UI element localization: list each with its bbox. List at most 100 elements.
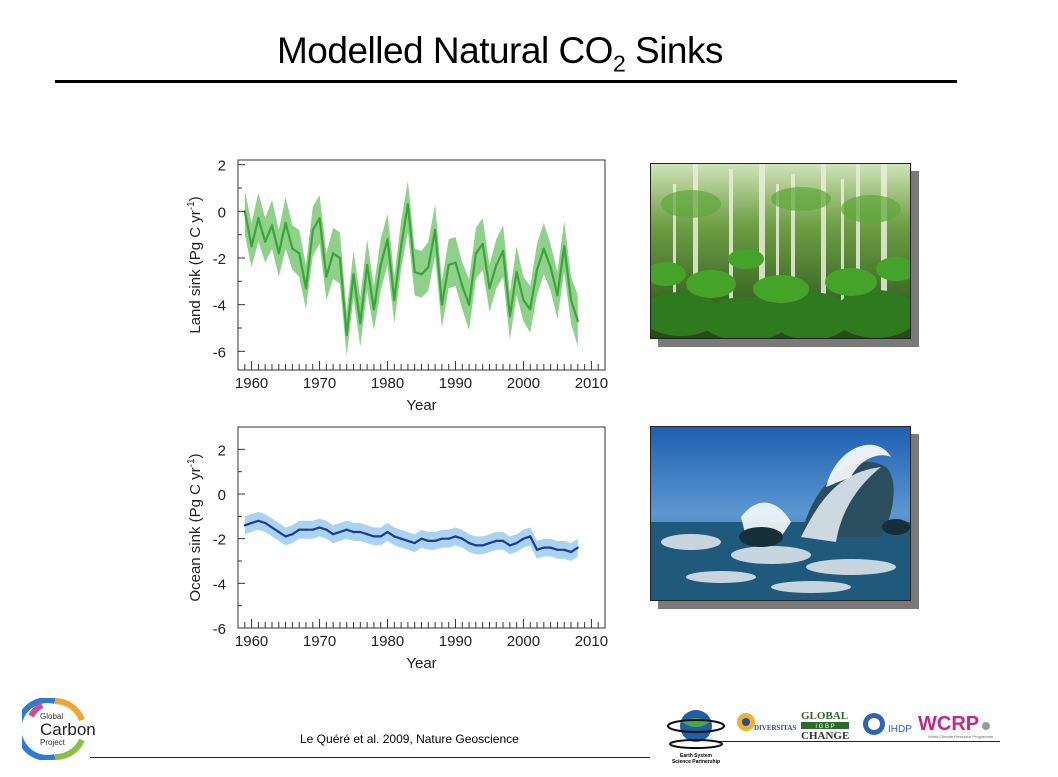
forest-photo [650, 163, 911, 339]
land-point-1973 [338, 256, 341, 260]
ocean-xtick-label-1980: 1980 [371, 633, 404, 650]
ocean-point-1969 [311, 528, 314, 531]
ocean-point-1979 [379, 535, 382, 538]
land-point-1972 [332, 252, 335, 255]
ocean-ytick-label-2: 2 [218, 442, 226, 459]
ocean-point-1967 [298, 528, 301, 531]
land-point-1991 [461, 284, 464, 288]
ocean-xtick-label-1970: 1970 [303, 633, 336, 650]
global-carbon-project-logo [22, 698, 85, 760]
gcp-logo-text: Global Carbon Project [40, 712, 96, 747]
ocean-point-2003 [542, 546, 545, 549]
footer-divider-right [718, 741, 1000, 742]
ocean-point-1993 [474, 544, 477, 547]
land-ylabel: Land sink (Pg C yr-1) [186, 196, 204, 333]
ocean-ylabel: Ocean sink (Pg C yr-1) [186, 453, 204, 601]
land-xtick-label-2010: 2010 [575, 375, 608, 392]
land-point-1963 [270, 224, 274, 227]
land-xtick-label-2000: 2000 [507, 375, 540, 392]
ocean-point-1997 [502, 539, 505, 542]
land-point-1975 [352, 273, 355, 276]
title-subscript: 2 [612, 50, 626, 77]
land-ytick-label--6: -6 [213, 344, 226, 361]
ocean-sink-line [244, 519, 579, 554]
land-ytick-label-2: 2 [218, 158, 226, 175]
partner-logos: Earth System Science Partnership DIVERSI… [667, 710, 994, 765]
ocean-wave-photo [650, 426, 911, 601]
ocean-point-1977 [366, 533, 369, 536]
land-sink-chart-svg: -6 -4 -2 0 2 1960 1970 1980 1990 2000 2010 Year Land… [186, 158, 608, 414]
ocean-point-1983 [406, 539, 409, 542]
ocean-point-2000 [522, 537, 525, 540]
gcp-line1: Global [40, 712, 64, 721]
land-point-1976 [359, 322, 362, 325]
land-point-1996 [495, 263, 498, 267]
land-uncertainty-band [244, 181, 578, 356]
ocean-sink-chart-svg: -6 -4 -2 0 2 1960 1970 1980 1990 2000 2010 Year Ocea… [186, 426, 608, 672]
ocean-point-1992 [468, 542, 471, 545]
svg-text:DIVERSITAS: DIVERSITAS [754, 724, 796, 732]
land-xtick-label-1980: 1980 [371, 375, 404, 392]
ocean-point-1986 [427, 539, 430, 542]
ocean-ytick-label--4: -4 [213, 576, 226, 593]
page-title: Modelled Natural CO2 Sinks [0, 30, 1000, 77]
ocean-xtick-label-1960: 1960 [235, 633, 268, 650]
ocean-point-1960 [250, 521, 253, 525]
ocean-point-1963 [270, 526, 274, 529]
diversitas-logo: DIVERSITAS [737, 713, 796, 732]
ocean-point-1974 [345, 528, 348, 531]
svg-text:World Climate Research Program: World Climate Research Programme [928, 734, 994, 739]
ocean-xtick-label-2000: 2000 [507, 633, 540, 650]
svg-text:GLOBAL: GLOBAL [801, 710, 848, 722]
ocean-point-1975 [352, 530, 355, 534]
land-point-1970 [318, 217, 321, 220]
land-xtick-label-1990: 1990 [439, 375, 472, 392]
essp-text: Earth System [680, 753, 713, 759]
land-point-2002 [535, 268, 539, 271]
ocean-point-1972 [332, 533, 335, 536]
land-sink-line [243, 203, 579, 337]
land-xtick-label-1970: 1970 [303, 375, 336, 392]
land-point-1994 [481, 242, 484, 246]
citation: Le Quéré et al. 2009, Nature Geoscience [300, 732, 519, 746]
land-point-1981 [393, 298, 396, 302]
ocean-point-1981 [393, 535, 396, 538]
land-point-1995 [488, 287, 491, 290]
footer-divider-left [90, 757, 650, 758]
land-point-1986 [427, 266, 430, 269]
land-point-1961 [257, 217, 260, 220]
ocean-point-1999 [515, 542, 518, 545]
land-point-1990 [454, 261, 457, 264]
ocean-point-1995 [488, 542, 491, 545]
land-point-1982 [400, 245, 403, 248]
ocean-sink-chart: -6 -4 -2 0 2 1960 1970 1980 1990 2000 2010 Year Ocea… [165, 420, 620, 682]
land-point-1983 [406, 203, 409, 206]
ocean-uncertainty-band [244, 511, 578, 561]
ocean-point-2008 [576, 546, 579, 549]
land-point-1974 [345, 333, 348, 337]
ocean-point-1962 [264, 521, 267, 525]
land-point-1999 [515, 270, 518, 274]
land-xlabel: Year [406, 397, 436, 414]
ocean-point-1971 [325, 528, 328, 531]
svg-text:CHANGE: CHANGE [801, 730, 849, 742]
land-point-1979 [379, 263, 382, 267]
ocean-point-1976 [359, 530, 362, 534]
land-point-1966 [291, 247, 294, 250]
land-point-1968 [304, 287, 308, 290]
ocean-point-1989 [447, 537, 450, 540]
ocean-xtick-label-1990: 1990 [439, 633, 472, 650]
land-point-1985 [420, 273, 423, 276]
land-point-1980 [386, 238, 389, 241]
forest-illustration [651, 164, 910, 338]
ocean-point-2002 [535, 548, 539, 551]
igbp-logo: GLOBAL I G B P CHANGE [801, 710, 849, 742]
ocean-point-1988 [440, 537, 443, 540]
ocean-point-1984 [413, 542, 416, 545]
land-point-2000 [522, 298, 525, 302]
ocean-point-2005 [556, 548, 559, 551]
ocean-point-1996 [495, 539, 498, 542]
ocean-point-1982 [400, 537, 403, 540]
ocean-point-1964 [277, 530, 280, 534]
ocean-point-1966 [291, 533, 294, 536]
